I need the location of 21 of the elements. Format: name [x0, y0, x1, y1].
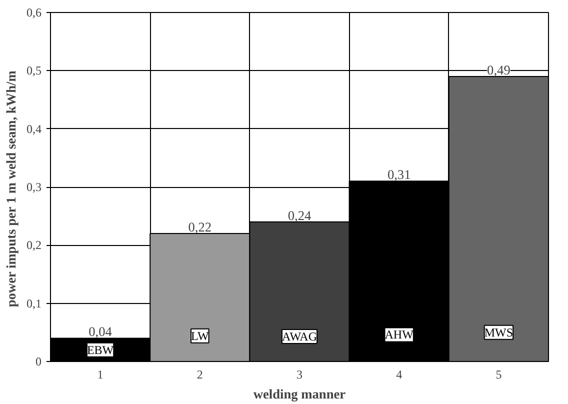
y-axis-title: power imputs per 1 m weld seam, kWh/m [4, 70, 18, 308]
data-label: 0,31 [387, 167, 411, 182]
data-label: 0,49 [487, 62, 511, 78]
y-tick-label: 0,2 [26, 238, 42, 252]
annotation: LW [191, 328, 210, 343]
data-label: 0,22 [188, 220, 212, 235]
y-tick-label: 0,1 [26, 296, 42, 310]
data-label: 0,04 [88, 324, 112, 340]
annotation: AHW [384, 328, 414, 342]
x-tick-label: 3 [296, 368, 302, 382]
x-tick-label: 5 [496, 368, 502, 382]
data-label: 0,24 [288, 208, 312, 223]
y-tick-label: 0,6 [26, 6, 42, 20]
x-tick-label: 4 [396, 368, 402, 382]
y-tick-label: 0 [36, 354, 42, 368]
y-tick-label: 0,4 [26, 122, 42, 136]
y-tick-label: 0,5 [26, 64, 42, 78]
x-tick-label: 1 [97, 368, 104, 382]
x-tick-label: 2 [196, 368, 203, 382]
x-axis-title: welding manner [253, 386, 346, 402]
y-tick-label: 0,3 [26, 180, 42, 194]
